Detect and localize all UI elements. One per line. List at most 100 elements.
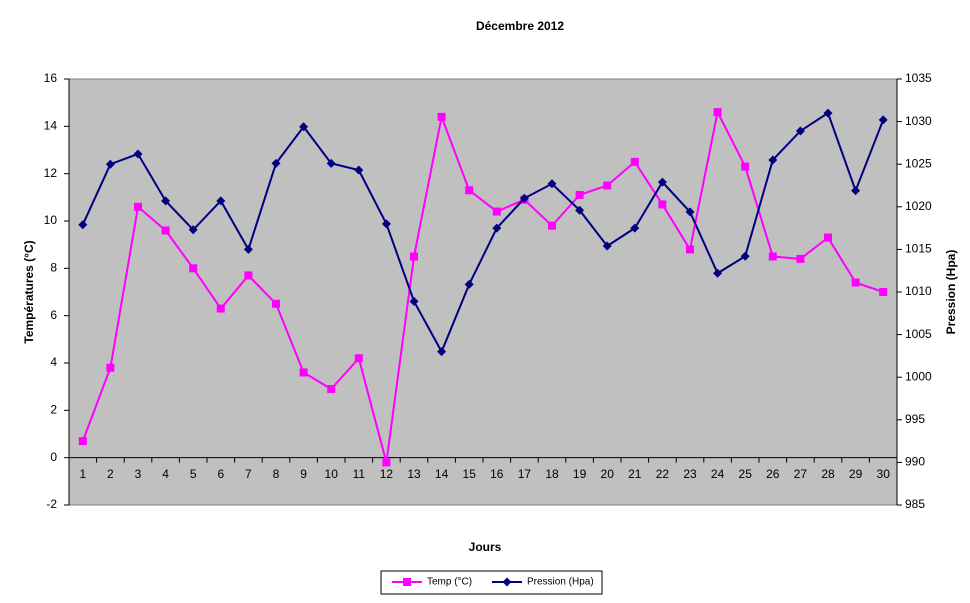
data-point	[78, 437, 87, 446]
y-tick-label: 14	[44, 119, 58, 133]
data-point	[519, 193, 529, 203]
data-point	[464, 279, 474, 289]
x-tick-label: 5	[190, 467, 197, 481]
data-point	[161, 226, 170, 235]
y2-tick-label: 1025	[905, 156, 932, 170]
data-point	[492, 223, 502, 233]
data-point	[106, 363, 115, 372]
x-tick-label: 13	[407, 467, 421, 481]
legend-marker	[502, 577, 512, 587]
data-point	[327, 385, 336, 394]
x-tick-label: 7	[245, 467, 252, 481]
y-tick-label: 12	[44, 166, 58, 180]
data-point	[768, 252, 777, 261]
chart-title: Décembre 2012	[476, 19, 564, 33]
data-point	[602, 241, 612, 251]
series-line	[81, 109, 884, 463]
data-point	[878, 115, 888, 125]
x-tick-label: 8	[273, 467, 280, 481]
y2-tick-label: 1020	[905, 199, 932, 213]
legend-box	[380, 570, 603, 595]
data-point	[713, 268, 723, 278]
data-point	[796, 254, 805, 263]
data-point	[437, 112, 446, 121]
data-point	[547, 179, 557, 189]
series-line	[81, 111, 885, 354]
data-point	[299, 122, 309, 132]
x-tick-label: 30	[877, 467, 891, 481]
y2-tick-label: 1030	[905, 114, 932, 128]
data-point	[354, 165, 364, 175]
data-point	[299, 368, 308, 377]
y2-tick-label: 1005	[905, 327, 932, 341]
y2-tick-label: 1035	[905, 71, 932, 85]
data-point	[603, 181, 612, 190]
legend-label: Pression (Hpa)	[527, 577, 594, 588]
data-point	[824, 233, 832, 242]
data-point	[741, 162, 750, 171]
x-tick-label: 24	[711, 467, 725, 481]
data-point	[851, 278, 860, 287]
data-point	[382, 458, 391, 467]
data-point	[575, 190, 584, 199]
x-tick-label: 14	[435, 467, 449, 481]
x-tick-label: 1	[79, 467, 86, 481]
data-point	[216, 196, 226, 206]
x-tick-label: 23	[683, 467, 697, 481]
x-tick-label: 11	[353, 467, 366, 481]
data-point	[105, 159, 115, 169]
y-tick-label: 4	[50, 355, 57, 369]
y2-tick-label: 1000	[905, 369, 932, 383]
x-tick-label: 6	[217, 467, 224, 481]
x-tick-label: 18	[545, 467, 559, 481]
x-tick-label: 15	[463, 467, 477, 481]
data-point	[410, 252, 418, 261]
data-point	[161, 196, 171, 206]
data-point	[272, 299, 280, 308]
x-axis-title: Jours	[469, 540, 502, 554]
x-tick-label: 19	[573, 467, 587, 481]
y2-tick-label: 995	[905, 412, 925, 426]
x-tick-label: 4	[162, 467, 169, 481]
data-point	[437, 347, 447, 357]
data-point	[188, 225, 198, 235]
data-point	[134, 202, 142, 211]
data-point	[548, 221, 556, 230]
data-point	[465, 186, 474, 195]
y-tick-label: 2	[50, 403, 57, 417]
data-point	[879, 288, 888, 296]
data-point	[133, 149, 143, 159]
data-point	[686, 245, 694, 254]
x-tick-label: 9	[300, 467, 307, 481]
y-axis-title: Températures (°C)	[22, 240, 36, 343]
y2-tick-label: 1015	[905, 242, 932, 256]
data-point	[244, 271, 253, 280]
data-point	[657, 177, 667, 187]
data-point	[658, 200, 667, 209]
data-point	[630, 157, 639, 166]
data-point	[271, 158, 281, 168]
legend-marker	[403, 578, 411, 586]
y2-tick-label: 1010	[905, 284, 932, 298]
x-tick-label: 28	[821, 467, 835, 481]
data-point	[326, 158, 336, 168]
x-tick-label: 16	[490, 467, 504, 481]
data-point	[823, 108, 833, 118]
y-tick-label: -2	[46, 497, 57, 511]
y-tick-label: 6	[50, 308, 57, 322]
x-tick-label: 29	[849, 467, 863, 481]
data-point	[216, 304, 225, 313]
y-tick-label: 16	[44, 71, 58, 85]
data-point	[795, 126, 805, 136]
data-point	[381, 219, 391, 229]
y2-tick-label: 985	[905, 497, 925, 511]
data-point	[740, 251, 750, 261]
x-tick-label: 22	[656, 467, 670, 481]
data-point	[713, 108, 722, 117]
y-tick-label: 0	[50, 450, 57, 464]
x-tick-label: 2	[107, 467, 114, 481]
y-tick-label: 8	[50, 261, 57, 275]
x-tick-label: 27	[794, 467, 808, 481]
data-point	[189, 264, 198, 273]
